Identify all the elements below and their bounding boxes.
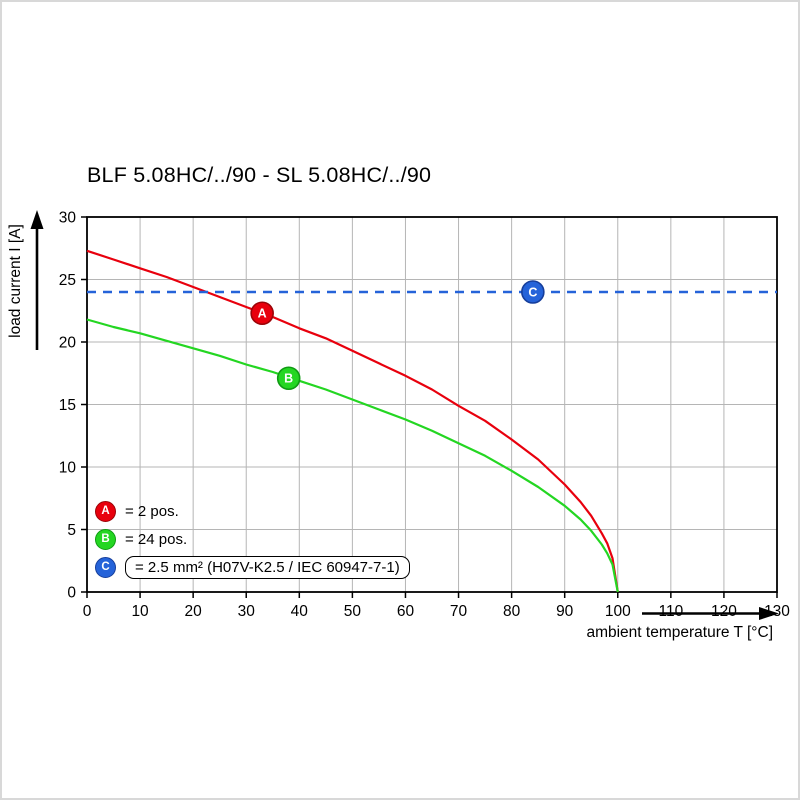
legend: A = 2 pos. B = 24 pos. C = 2.5 mm² (H07V… bbox=[95, 500, 410, 579]
x-tick-label: 110 bbox=[658, 603, 683, 620]
marker-b-icon bbox=[276, 366, 301, 391]
y-axis-arrowhead-icon bbox=[30, 210, 44, 229]
y-tick-label: 5 bbox=[67, 522, 76, 539]
legend-label-a: = 2 pos. bbox=[125, 502, 179, 520]
x-tick-label: 80 bbox=[503, 603, 521, 620]
legend-badge-b-icon: B bbox=[95, 528, 116, 550]
x-tick-label: 100 bbox=[605, 603, 631, 620]
legend-row-c: C = 2.5 mm² (H07V-K2.5 / IEC 60947-7-1) bbox=[95, 555, 410, 579]
y-tick-label: 20 bbox=[59, 335, 77, 352]
x-tick-label: 40 bbox=[291, 603, 309, 620]
curve-A bbox=[86, 249, 619, 593]
x-axis-arrowhead-icon bbox=[759, 607, 779, 620]
y-tick-label: 0 bbox=[67, 585, 76, 602]
legend-row-b: B = 24 pos. bbox=[95, 528, 410, 550]
legend-label-c: = 2.5 mm² (H07V-K2.5 / IEC 60947-7-1) bbox=[125, 555, 410, 579]
x-tick-label: 50 bbox=[344, 603, 362, 620]
x-tick-label: 70 bbox=[450, 603, 468, 620]
x-axis-label: ambient temperature T [°C] bbox=[586, 624, 773, 641]
x-tick-label: 30 bbox=[238, 603, 256, 620]
x-tick-label: 60 bbox=[397, 603, 415, 620]
y-tick-label: 25 bbox=[59, 272, 76, 289]
y-tick-label: 10 bbox=[59, 460, 77, 477]
x-tick-label: 10 bbox=[131, 603, 149, 620]
x-tick-label: 120 bbox=[711, 603, 737, 620]
x-tick-label: 0 bbox=[83, 603, 92, 620]
legend-row-a: A = 2 pos. bbox=[95, 500, 410, 522]
legend-badge-c-icon: C bbox=[95, 556, 116, 578]
marker-letter: B bbox=[284, 372, 293, 386]
y-tick-label: 30 bbox=[59, 210, 77, 227]
curve-B bbox=[86, 318, 619, 593]
y-tick-label: 15 bbox=[59, 397, 76, 414]
legend-label-b: = 24 pos. bbox=[125, 530, 188, 548]
legend-badge-a-icon: A bbox=[95, 500, 116, 522]
marker-letter: C bbox=[528, 285, 537, 299]
chart-title: BLF 5.08HC/../90 - SL 5.08HC/../90 bbox=[87, 163, 432, 187]
marker-c-icon bbox=[521, 280, 545, 304]
y-axis-label: load current I [A] bbox=[7, 224, 24, 338]
x-tick-label: 90 bbox=[556, 603, 574, 620]
marker-a-icon bbox=[250, 301, 274, 326]
x-tick-label: 20 bbox=[185, 603, 203, 620]
marker-letter: A bbox=[258, 307, 267, 321]
